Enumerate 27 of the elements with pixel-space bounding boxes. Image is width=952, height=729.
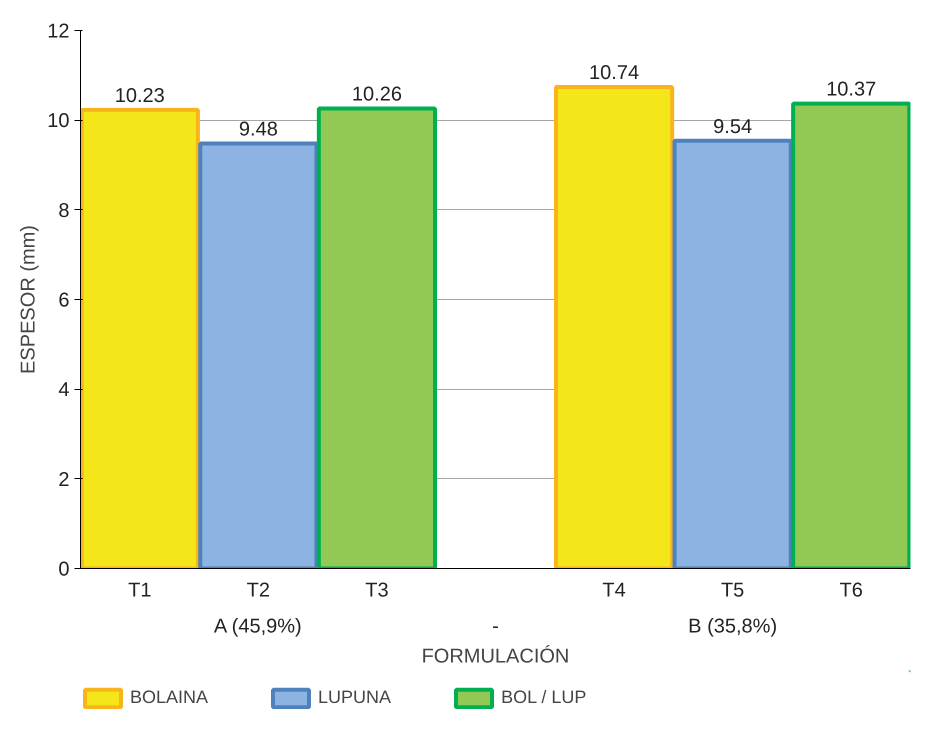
data-label: 10.74	[589, 62, 640, 84]
y-tick-label: 4	[58, 379, 70, 402]
y-tick-label: 12	[47, 20, 70, 42]
y-tick-label: 8	[58, 200, 70, 222]
y-tick-label: 10	[47, 110, 70, 132]
data-label: 10.26	[352, 84, 402, 106]
y-axis-title: ESPESOR (mm)	[17, 225, 40, 374]
data-label: 10.37	[826, 78, 876, 101]
x-tick-label: T5	[720, 580, 744, 602]
x-tick-label: T2	[246, 580, 270, 602]
data-label: 9.54	[713, 116, 752, 138]
text: A (45,9%)	[214, 616, 302, 638]
legend-label: BOL / LUP	[501, 687, 586, 708]
y-tick-label: 0	[58, 558, 70, 580]
x-tick-label: T1	[128, 580, 152, 602]
y-tick-label: 2	[58, 468, 70, 491]
data-label: 10.23	[114, 84, 165, 107]
x-tick-label: T3	[365, 580, 389, 602]
text: -	[492, 616, 499, 638]
x-tick-label: T6	[840, 580, 863, 602]
legend-label: BOLAINA	[130, 687, 208, 708]
x-tick-label: T4	[602, 580, 626, 602]
x-axis-title: FORMULACIÓN	[422, 644, 570, 668]
text: B (35,8%)	[688, 616, 778, 638]
y-tick-label: 6	[58, 290, 70, 312]
data-label: 9.48	[238, 118, 278, 140]
legend-label: LUPUNA	[318, 687, 392, 708]
